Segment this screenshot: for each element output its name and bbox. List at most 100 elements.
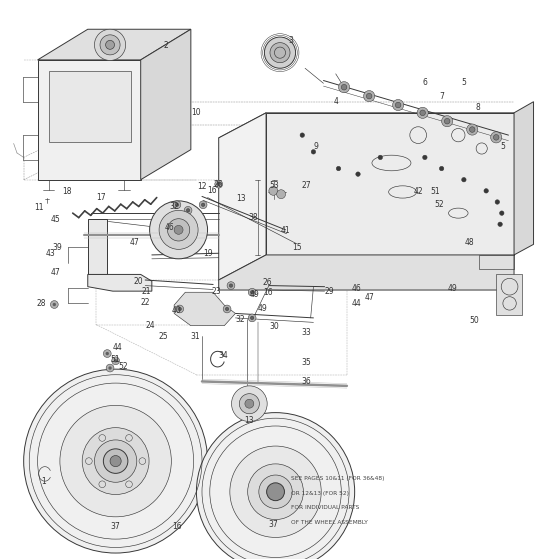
Text: 13: 13	[245, 416, 254, 425]
Circle shape	[500, 211, 504, 216]
Circle shape	[217, 183, 221, 186]
Circle shape	[174, 225, 183, 234]
Circle shape	[491, 132, 502, 143]
Circle shape	[250, 316, 254, 320]
Circle shape	[223, 305, 231, 313]
Circle shape	[338, 82, 349, 93]
Circle shape	[95, 440, 137, 482]
Text: 32: 32	[169, 202, 179, 211]
Circle shape	[269, 186, 278, 195]
Circle shape	[445, 118, 450, 124]
Circle shape	[176, 305, 184, 313]
Text: 47: 47	[129, 237, 139, 246]
Polygon shape	[49, 71, 130, 142]
Circle shape	[395, 102, 401, 108]
Text: 48: 48	[465, 237, 474, 246]
Circle shape	[356, 172, 360, 176]
Text: OR 12&13 (FOR 52): OR 12&13 (FOR 52)	[291, 491, 349, 496]
Text: 1: 1	[41, 477, 45, 486]
Text: 37: 37	[268, 520, 278, 529]
Text: 36: 36	[302, 377, 311, 386]
Circle shape	[159, 211, 198, 249]
Circle shape	[106, 40, 114, 49]
Circle shape	[186, 209, 190, 212]
Text: 15: 15	[292, 243, 301, 252]
Text: 50: 50	[469, 316, 479, 325]
Text: 53: 53	[269, 181, 279, 190]
Text: 7: 7	[439, 92, 444, 101]
Text: 21: 21	[142, 287, 151, 296]
Polygon shape	[266, 113, 514, 255]
Circle shape	[53, 303, 56, 306]
Polygon shape	[141, 29, 191, 180]
Text: 3: 3	[289, 36, 293, 45]
Text: 39: 39	[52, 243, 62, 252]
Circle shape	[440, 166, 444, 171]
Circle shape	[393, 100, 404, 111]
Circle shape	[175, 203, 179, 207]
Text: 30: 30	[269, 323, 279, 332]
Circle shape	[495, 200, 500, 204]
Circle shape	[24, 369, 208, 553]
Text: 34: 34	[218, 351, 228, 360]
Text: 26: 26	[214, 180, 223, 189]
Circle shape	[231, 386, 267, 422]
Polygon shape	[219, 113, 514, 138]
Circle shape	[95, 29, 125, 60]
Circle shape	[106, 352, 109, 355]
Circle shape	[109, 366, 111, 370]
Polygon shape	[219, 113, 266, 280]
Text: 11: 11	[35, 203, 44, 212]
Circle shape	[167, 219, 190, 241]
Circle shape	[178, 307, 181, 311]
Text: 6: 6	[422, 78, 427, 87]
Text: 17: 17	[96, 193, 105, 202]
Text: 27: 27	[302, 181, 311, 190]
Circle shape	[82, 428, 149, 494]
Text: OF THE WHEEL ASSEMBLY: OF THE WHEEL ASSEMBLY	[291, 520, 368, 525]
Text: FOR INDIVIDUAL PARTS: FOR INDIVIDUAL PARTS	[291, 505, 360, 510]
Circle shape	[366, 94, 372, 99]
Text: 44: 44	[113, 343, 122, 352]
Text: 42: 42	[413, 188, 423, 197]
Circle shape	[173, 201, 181, 209]
Circle shape	[267, 483, 284, 501]
Circle shape	[259, 475, 292, 508]
Circle shape	[245, 399, 254, 408]
Polygon shape	[496, 274, 522, 315]
Text: 40: 40	[172, 306, 182, 315]
Circle shape	[469, 127, 475, 132]
Text: 37: 37	[111, 522, 120, 531]
Polygon shape	[514, 102, 534, 255]
Polygon shape	[174, 292, 235, 326]
Circle shape	[199, 201, 207, 209]
Circle shape	[363, 91, 375, 102]
Text: 52: 52	[434, 200, 444, 209]
Text: 19: 19	[203, 249, 212, 258]
Circle shape	[341, 85, 347, 90]
Circle shape	[311, 150, 316, 154]
Text: 10: 10	[192, 108, 201, 118]
Text: 16: 16	[172, 522, 182, 531]
Polygon shape	[219, 255, 514, 290]
Text: 25: 25	[158, 332, 168, 342]
Circle shape	[248, 314, 256, 322]
Circle shape	[100, 35, 120, 55]
Polygon shape	[88, 274, 152, 291]
Text: SEE PAGES 10&11 (FOR 36&48): SEE PAGES 10&11 (FOR 36&48)	[291, 476, 385, 481]
Circle shape	[423, 155, 427, 160]
Polygon shape	[38, 29, 191, 60]
Circle shape	[466, 124, 478, 135]
Text: 33: 33	[302, 328, 311, 337]
Circle shape	[150, 201, 208, 259]
Text: 29: 29	[324, 287, 334, 296]
Text: 2: 2	[164, 41, 168, 50]
Circle shape	[248, 464, 304, 520]
Circle shape	[264, 37, 296, 68]
Circle shape	[484, 189, 488, 193]
Circle shape	[250, 291, 254, 294]
Circle shape	[442, 115, 452, 127]
Text: 45: 45	[51, 216, 61, 225]
Circle shape	[417, 108, 428, 118]
Circle shape	[50, 301, 58, 309]
